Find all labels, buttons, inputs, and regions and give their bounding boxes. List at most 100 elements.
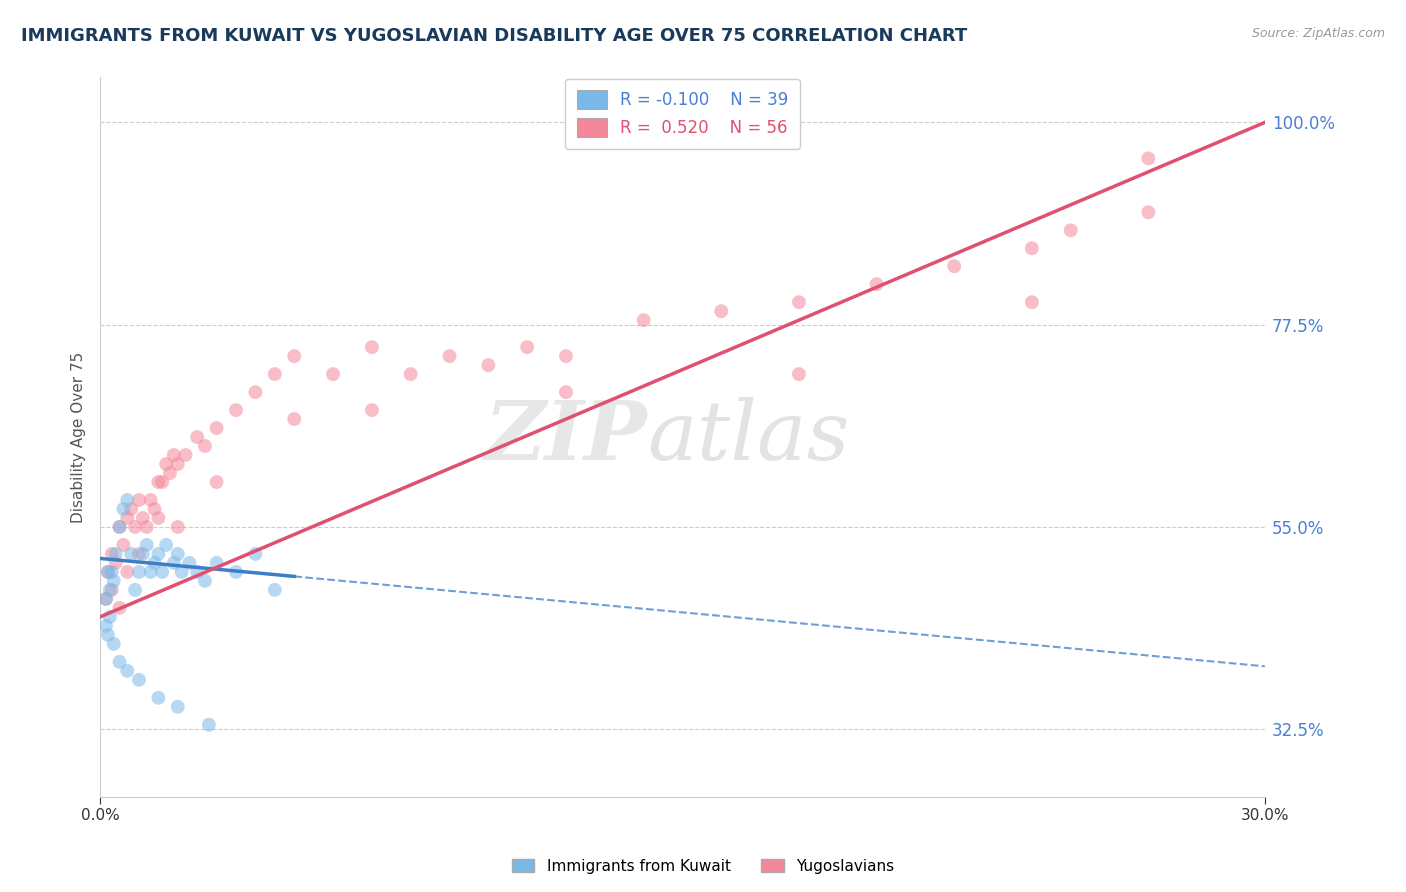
Point (477, 358, 499, 372)
Point (98, 582, 121, 597)
Point (283, 349, 305, 363)
Point (787, 295, 810, 310)
Point (128, 565, 150, 579)
Point (166, 520, 188, 534)
Point (104, 547, 127, 561)
Point (94, 591, 117, 606)
Point (166, 457, 188, 471)
Point (100, 565, 122, 579)
Point (98, 610, 121, 624)
Point (263, 582, 285, 597)
Text: IMMIGRANTS FROM KUWAIT VS YUGOSLAVIAN DISABILITY AGE OVER 75 CORRELATION CHART: IMMIGRANTS FROM KUWAIT VS YUGOSLAVIAN DI… (21, 27, 967, 45)
Point (139, 493, 162, 508)
Point (186, 565, 208, 579)
Point (97, 628, 120, 642)
Point (283, 412, 305, 426)
Point (399, 367, 422, 381)
Point (166, 547, 188, 561)
Point (205, 421, 228, 435)
Point (943, 259, 966, 273)
Point (100, 547, 122, 561)
Point (117, 565, 139, 579)
Point (128, 673, 150, 687)
Point (112, 502, 135, 516)
Point (166, 699, 188, 714)
Point (148, 511, 170, 525)
Text: ZIP: ZIP (485, 397, 648, 477)
Y-axis label: Disability Age Over 75: Disability Age Over 75 (72, 351, 86, 523)
Point (1021, 295, 1043, 310)
Point (225, 403, 247, 417)
Point (186, 430, 208, 444)
Point (100, 582, 122, 597)
Point (132, 511, 155, 525)
Point (94, 619, 117, 633)
Point (361, 403, 384, 417)
Point (787, 367, 810, 381)
Legend: R = -0.100    N = 39, R =  0.520    N = 56: R = -0.100 N = 39, R = 0.520 N = 56 (565, 78, 800, 149)
Point (361, 340, 384, 354)
Text: Source: ZipAtlas.com: Source: ZipAtlas.com (1251, 27, 1385, 40)
Point (710, 304, 733, 318)
Point (108, 600, 131, 615)
Point (139, 565, 162, 579)
Point (170, 565, 193, 579)
Point (124, 520, 146, 534)
Point (117, 664, 139, 678)
Point (97, 565, 120, 579)
Point (633, 313, 655, 327)
Point (94, 591, 117, 606)
Point (205, 556, 228, 570)
Point (179, 556, 201, 570)
Point (148, 547, 170, 561)
Point (148, 690, 170, 705)
Point (103, 637, 125, 651)
Point (245, 547, 267, 561)
Point (1060, 223, 1083, 237)
Point (120, 547, 142, 561)
Point (163, 556, 186, 570)
Point (108, 655, 131, 669)
Point (865, 277, 887, 292)
Point (163, 448, 186, 462)
Point (112, 538, 135, 552)
Point (103, 574, 125, 588)
Point (225, 565, 247, 579)
Point (117, 493, 139, 508)
Point (150, 475, 173, 489)
Point (108, 520, 131, 534)
Point (194, 574, 217, 588)
Point (97, 565, 120, 579)
Legend: Immigrants from Kuwait, Yugoslavians: Immigrants from Kuwait, Yugoslavians (505, 853, 901, 880)
Point (439, 349, 461, 363)
Point (1137, 205, 1160, 219)
Point (124, 582, 146, 597)
Point (135, 520, 157, 534)
Point (120, 502, 142, 516)
Point (555, 349, 578, 363)
Point (128, 493, 150, 508)
Point (155, 457, 177, 471)
Point (174, 448, 197, 462)
Point (159, 466, 181, 480)
Text: atlas: atlas (648, 397, 849, 477)
Point (148, 475, 170, 489)
Point (245, 385, 267, 400)
Point (263, 367, 285, 381)
Point (150, 565, 173, 579)
Point (555, 385, 578, 400)
Point (1021, 241, 1043, 255)
Point (143, 502, 166, 516)
Point (205, 475, 228, 489)
Point (198, 718, 221, 732)
Point (132, 547, 155, 561)
Point (322, 367, 344, 381)
Point (143, 556, 166, 570)
Point (104, 556, 127, 570)
Point (194, 439, 217, 453)
Point (1137, 152, 1160, 166)
Point (516, 340, 538, 354)
Point (108, 520, 131, 534)
Point (135, 538, 157, 552)
Point (117, 511, 139, 525)
